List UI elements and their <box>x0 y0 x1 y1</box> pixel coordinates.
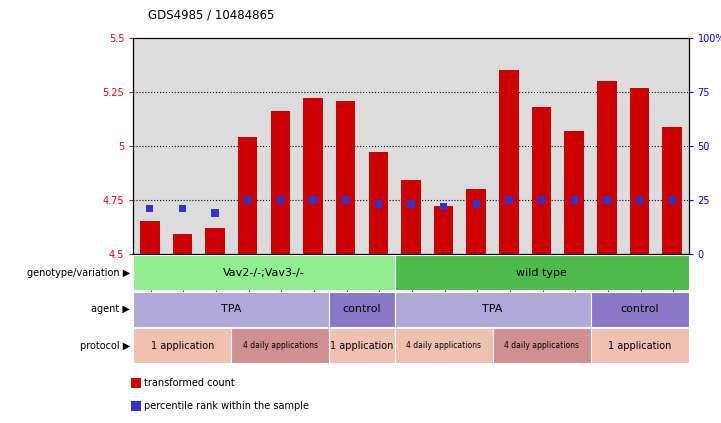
Bar <box>532 107 552 254</box>
Text: TPA: TPA <box>482 304 503 314</box>
Bar <box>375 201 382 208</box>
Bar <box>394 255 689 290</box>
Bar <box>309 196 317 203</box>
Bar <box>434 206 454 254</box>
Bar <box>668 196 676 203</box>
Text: transformed count: transformed count <box>144 378 235 388</box>
Bar <box>466 189 486 254</box>
Text: TPA: TPA <box>221 304 242 314</box>
Bar <box>244 196 252 203</box>
Bar <box>407 201 415 208</box>
Text: agent ▶: agent ▶ <box>91 304 130 314</box>
Bar <box>538 196 545 203</box>
Text: 1 application: 1 application <box>330 341 394 351</box>
Bar <box>663 126 682 254</box>
Text: genotype/variation ▶: genotype/variation ▶ <box>27 268 130 278</box>
Bar <box>304 99 323 254</box>
Bar <box>368 152 388 254</box>
Bar <box>231 328 329 363</box>
Bar <box>570 196 578 203</box>
Bar <box>205 228 225 254</box>
Bar <box>590 292 689 327</box>
Bar <box>394 328 492 363</box>
Bar <box>329 328 394 363</box>
Text: percentile rank within the sample: percentile rank within the sample <box>144 401 309 411</box>
Bar <box>133 328 231 363</box>
Text: protocol ▶: protocol ▶ <box>79 341 130 351</box>
Bar <box>590 328 689 363</box>
Bar <box>473 201 480 208</box>
Bar <box>565 131 584 254</box>
Text: 1 application: 1 application <box>151 341 214 351</box>
Bar <box>342 196 349 203</box>
Text: control: control <box>342 304 381 314</box>
Text: GDS4985 / 10484865: GDS4985 / 10484865 <box>148 8 274 21</box>
Bar <box>238 137 257 254</box>
Text: Vav2-/-;Vav3-/-: Vav2-/-;Vav3-/- <box>223 268 305 278</box>
Bar <box>133 255 394 290</box>
Bar <box>329 292 394 327</box>
Text: 4 daily applications: 4 daily applications <box>243 341 318 350</box>
Bar <box>277 196 284 203</box>
Bar <box>603 196 611 203</box>
Bar <box>172 234 193 254</box>
Bar <box>629 88 650 254</box>
Text: control: control <box>620 304 659 314</box>
Text: 4 daily applications: 4 daily applications <box>406 341 481 350</box>
Text: wild type: wild type <box>516 268 567 278</box>
Bar <box>636 196 643 203</box>
Bar <box>394 292 590 327</box>
Bar <box>597 81 616 254</box>
Bar <box>133 292 329 327</box>
Bar <box>505 196 513 203</box>
Text: 4 daily applications: 4 daily applications <box>504 341 579 350</box>
Bar <box>140 221 159 254</box>
Bar <box>499 71 518 254</box>
Bar <box>270 111 290 254</box>
Bar <box>146 205 154 212</box>
Text: 1 application: 1 application <box>608 341 671 351</box>
Bar <box>401 181 421 254</box>
Bar <box>492 328 590 363</box>
Bar <box>336 101 355 254</box>
Bar <box>440 203 447 210</box>
Bar <box>211 209 218 217</box>
Bar <box>179 205 186 212</box>
